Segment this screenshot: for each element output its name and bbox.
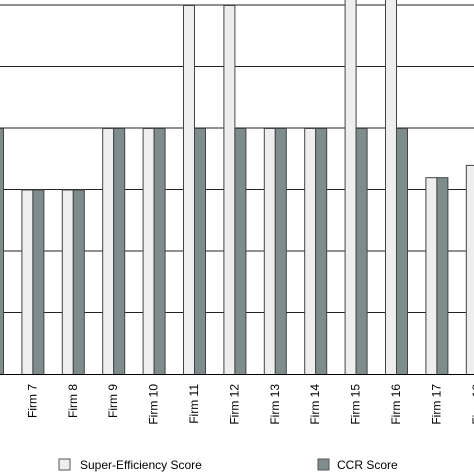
bar-super-efficiency-firm-16 [385, 0, 397, 375]
x-tick-label: Firm 12 [227, 384, 241, 425]
bar-super-efficiency-firm-17 [425, 177, 438, 375]
bar-super-efficiency-firm-11 [183, 5, 195, 375]
x-tick-label: Firm 11 [187, 384, 201, 424]
x-tick-label: Firm 9 [106, 384, 120, 418]
x-tick-label: Firm 16 [389, 384, 403, 425]
bar-ccr-firm-7 [32, 189, 45, 375]
legend-label-super-efficiency: Super-Efficiency Score [80, 458, 202, 472]
bar-ccr-firm-15 [355, 128, 368, 375]
bar-ccr-firm-16 [396, 128, 408, 375]
bar-super-efficiency-firm-10 [142, 128, 155, 375]
x-tick-label: Firm 10 [147, 384, 161, 425]
bar-super-efficiency-firm-7 [21, 189, 34, 375]
bar-super-efficiency-firm-14 [304, 128, 317, 375]
bar-ccr-firm-9 [113, 128, 126, 375]
x-tick-label: Firm 18 [470, 384, 474, 425]
x-tick-label: Firm 17 [429, 384, 443, 425]
bar-super-efficiency-firm-13 [263, 128, 276, 375]
bar-ccr-firm-17 [436, 177, 449, 375]
bars [0, 0, 474, 375]
bar-ccr-firm-10 [153, 128, 166, 375]
x-tick-label: Firm 8 [66, 384, 80, 418]
bar-ccr-firm-14 [315, 128, 328, 375]
bar-ccr-firm-13 [274, 128, 287, 375]
legend: Super-Efficiency Score CCR Score [58, 458, 398, 472]
bar-ccr-firm-8 [72, 189, 85, 375]
legend-swatch-ccr [317, 458, 330, 471]
legend-swatch-super-efficiency [58, 458, 71, 471]
bar-super-efficiency-firm-12 [223, 5, 236, 375]
bar-ccr-firm-6 [0, 128, 4, 375]
x-tick-label: Firm 15 [349, 384, 363, 425]
x-tick-label: Firm 13 [268, 384, 282, 425]
bar-super-efficiency-firm-9 [102, 128, 115, 375]
bar-ccr-firm-11 [194, 128, 206, 375]
bar-super-efficiency-firm-8 [61, 189, 74, 375]
bar-super-efficiency-firm-18 [465, 164, 474, 375]
x-tick-label: Firm 7 [25, 384, 39, 418]
bar-ccr-firm-12 [234, 128, 247, 375]
bar-super-efficiency-firm-15 [344, 0, 357, 375]
legend-label-ccr: CCR Score [337, 458, 398, 472]
x-tick-label: Firm 14 [308, 384, 322, 425]
